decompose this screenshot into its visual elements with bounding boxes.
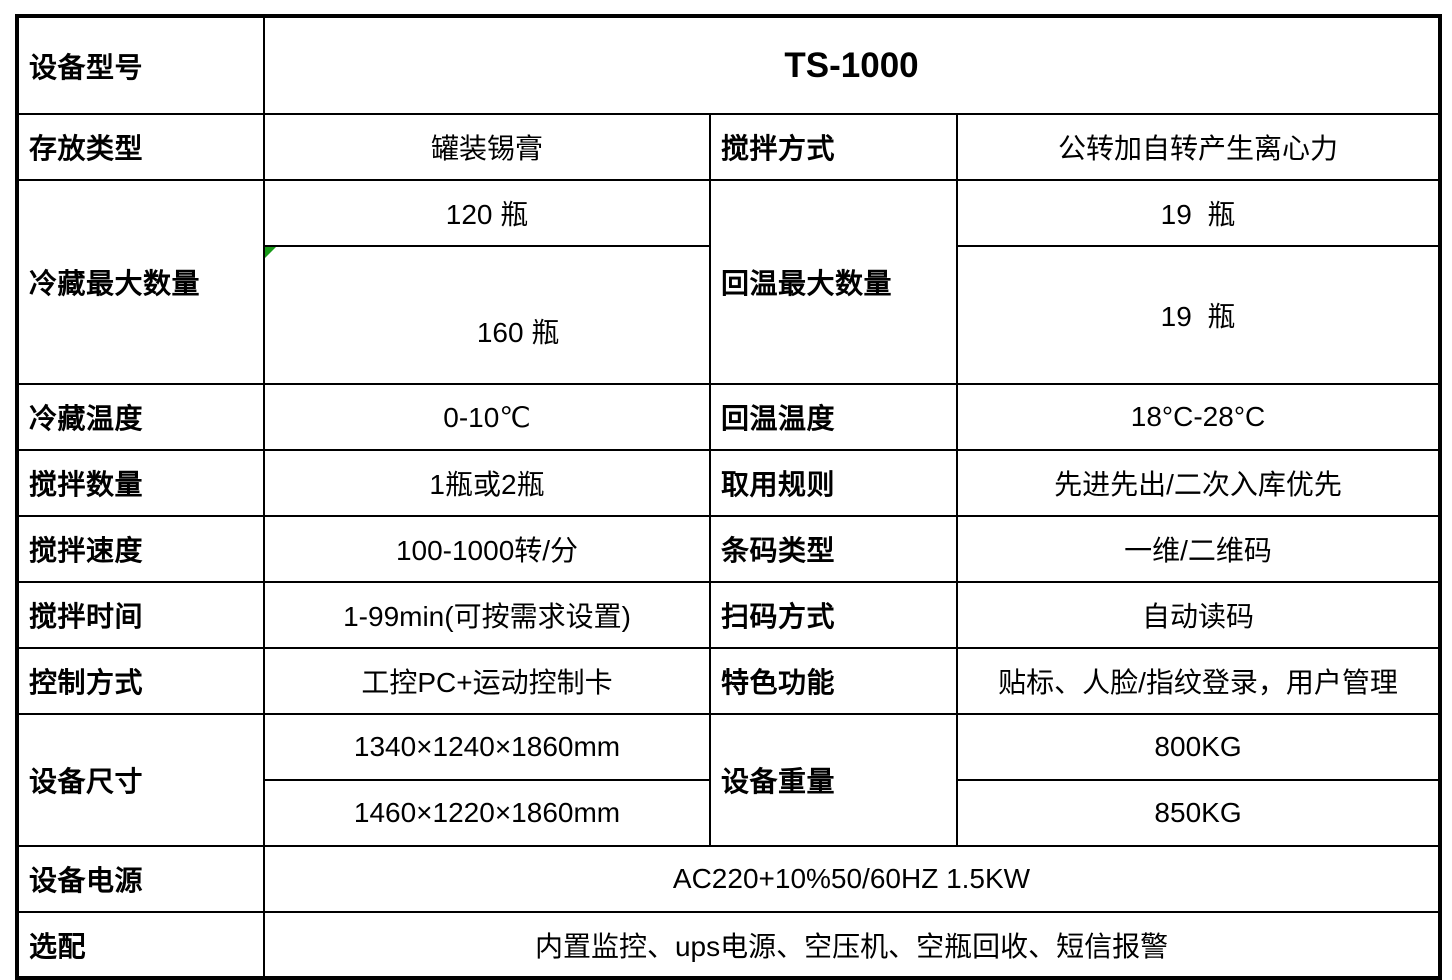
row-temps: 冷藏温度 0-10℃ 回温温度 18°C-28°C bbox=[16, 383, 1442, 451]
value-special-features: 贴标、人脸/指纹登录，用户管理 bbox=[955, 647, 1442, 715]
value-weight-1: 800KG bbox=[955, 713, 1442, 781]
row-dimensions-1: 设备尺寸 1340×1240×1860mm 设备重量 800KG bbox=[16, 713, 1442, 847]
value-rewarm-temp: 18°C-28°C bbox=[955, 383, 1442, 451]
value-options: 内置监控、ups电源、空压机、空瓶回收、短信报警 bbox=[262, 911, 1442, 979]
value-control-method: 工控PC+运动控制卡 bbox=[263, 647, 711, 715]
row-storage-type: 存放类型 罐装锡膏 搅拌方式 公转加自转产生离心力 bbox=[16, 113, 1442, 181]
value-weight-2: 850KG bbox=[955, 779, 1442, 847]
label-control-method: 控制方式 bbox=[16, 647, 265, 715]
equipment-spec-table: 设备型号 TS-1000 存放类型 罐装锡膏 搅拌方式 公转加自转产生离心力 冷… bbox=[15, 14, 1443, 980]
row-mixing-speed: 搅拌速度 100-1000转/分 条码类型 一维/二维码 bbox=[16, 515, 1442, 583]
row-power: 设备电源 AC220+10%50/60HZ 1.5KW bbox=[16, 845, 1442, 913]
label-pick-rule: 取用规则 bbox=[709, 449, 958, 517]
label-special-features: 特色功能 bbox=[709, 647, 958, 715]
value-mixing-speed: 100-1000转/分 bbox=[263, 515, 711, 583]
row-mixing-qty: 搅拌数量 1瓶或2瓶 取用规则 先进先出/二次入库优先 bbox=[16, 449, 1442, 517]
label-weight: 设备重量 bbox=[709, 713, 958, 847]
row-model: 设备型号 TS-1000 bbox=[16, 15, 1442, 115]
label-dimensions: 设备尺寸 bbox=[16, 713, 265, 847]
value-cold-storage-max-2: 160 瓶 bbox=[263, 245, 711, 385]
row-cold-max-1: 冷藏最大数量 120 瓶 回温最大数量 19 瓶 bbox=[16, 179, 1442, 385]
value-mixing-time: 1-99min(可按需求设置) bbox=[263, 581, 711, 649]
value-mixing-qty: 1瓶或2瓶 bbox=[263, 449, 711, 517]
label-rewarm-temp: 回温温度 bbox=[709, 383, 958, 451]
value-cold-storage-temp: 0-10℃ bbox=[263, 383, 711, 451]
label-cold-storage-temp: 冷藏温度 bbox=[16, 383, 265, 451]
value-power: AC220+10%50/60HZ 1.5KW bbox=[262, 845, 1442, 913]
row-mixing-time: 搅拌时间 1-99min(可按需求设置) 扫码方式 自动读码 bbox=[16, 581, 1442, 649]
value-cold-storage-max-1: 120 瓶 bbox=[263, 179, 711, 247]
label-mixing-time: 搅拌时间 bbox=[16, 581, 265, 649]
value-rewarm-max-2: 19 瓶 bbox=[955, 245, 1442, 385]
label-scan-method: 扫码方式 bbox=[709, 581, 958, 649]
label-rewarm-max: 回温最大数量 bbox=[709, 179, 958, 385]
row-dimensions-2: 1460×1220×1860mm 850KG bbox=[17, 779, 1442, 847]
row-cold-max-2: 160 瓶 19 瓶 bbox=[17, 245, 1442, 385]
value-model: TS-1000 bbox=[262, 15, 1442, 115]
label-cold-storage-max: 冷藏最大数量 bbox=[16, 179, 265, 385]
value-pick-rule: 先进先出/二次入库优先 bbox=[955, 449, 1442, 517]
label-mixing-speed: 搅拌速度 bbox=[16, 515, 265, 583]
value-dimensions-2: 1460×1220×1860mm bbox=[263, 779, 711, 847]
label-storage-type: 存放类型 bbox=[16, 113, 265, 181]
value-cold-storage-max-2-text: 160 瓶 bbox=[476, 317, 560, 348]
value-scan-method: 自动读码 bbox=[955, 581, 1442, 649]
value-barcode-type: 一维/二维码 bbox=[955, 515, 1442, 583]
row-options: 选配 内置监控、ups电源、空压机、空瓶回收、短信报警 bbox=[16, 911, 1442, 979]
value-mixing-method: 公转加自转产生离心力 bbox=[955, 113, 1442, 181]
value-rewarm-max-1: 19 瓶 bbox=[955, 179, 1442, 247]
label-mixing-qty: 搅拌数量 bbox=[16, 449, 265, 517]
value-storage-type: 罐装锡膏 bbox=[263, 113, 711, 181]
row-control-method: 控制方式 工控PC+运动控制卡 特色功能 贴标、人脸/指纹登录，用户管理 bbox=[16, 647, 1442, 715]
label-model: 设备型号 bbox=[16, 15, 265, 115]
cell-corner-marker bbox=[266, 248, 276, 258]
value-dimensions-1: 1340×1240×1860mm bbox=[263, 713, 711, 781]
label-mixing-method: 搅拌方式 bbox=[709, 113, 958, 181]
spec-table-container: 设备型号 TS-1000 存放类型 罐装锡膏 搅拌方式 公转加自转产生离心力 冷… bbox=[15, 14, 1443, 980]
label-options: 选配 bbox=[16, 911, 265, 979]
label-barcode-type: 条码类型 bbox=[709, 515, 958, 583]
label-power: 设备电源 bbox=[16, 845, 265, 913]
